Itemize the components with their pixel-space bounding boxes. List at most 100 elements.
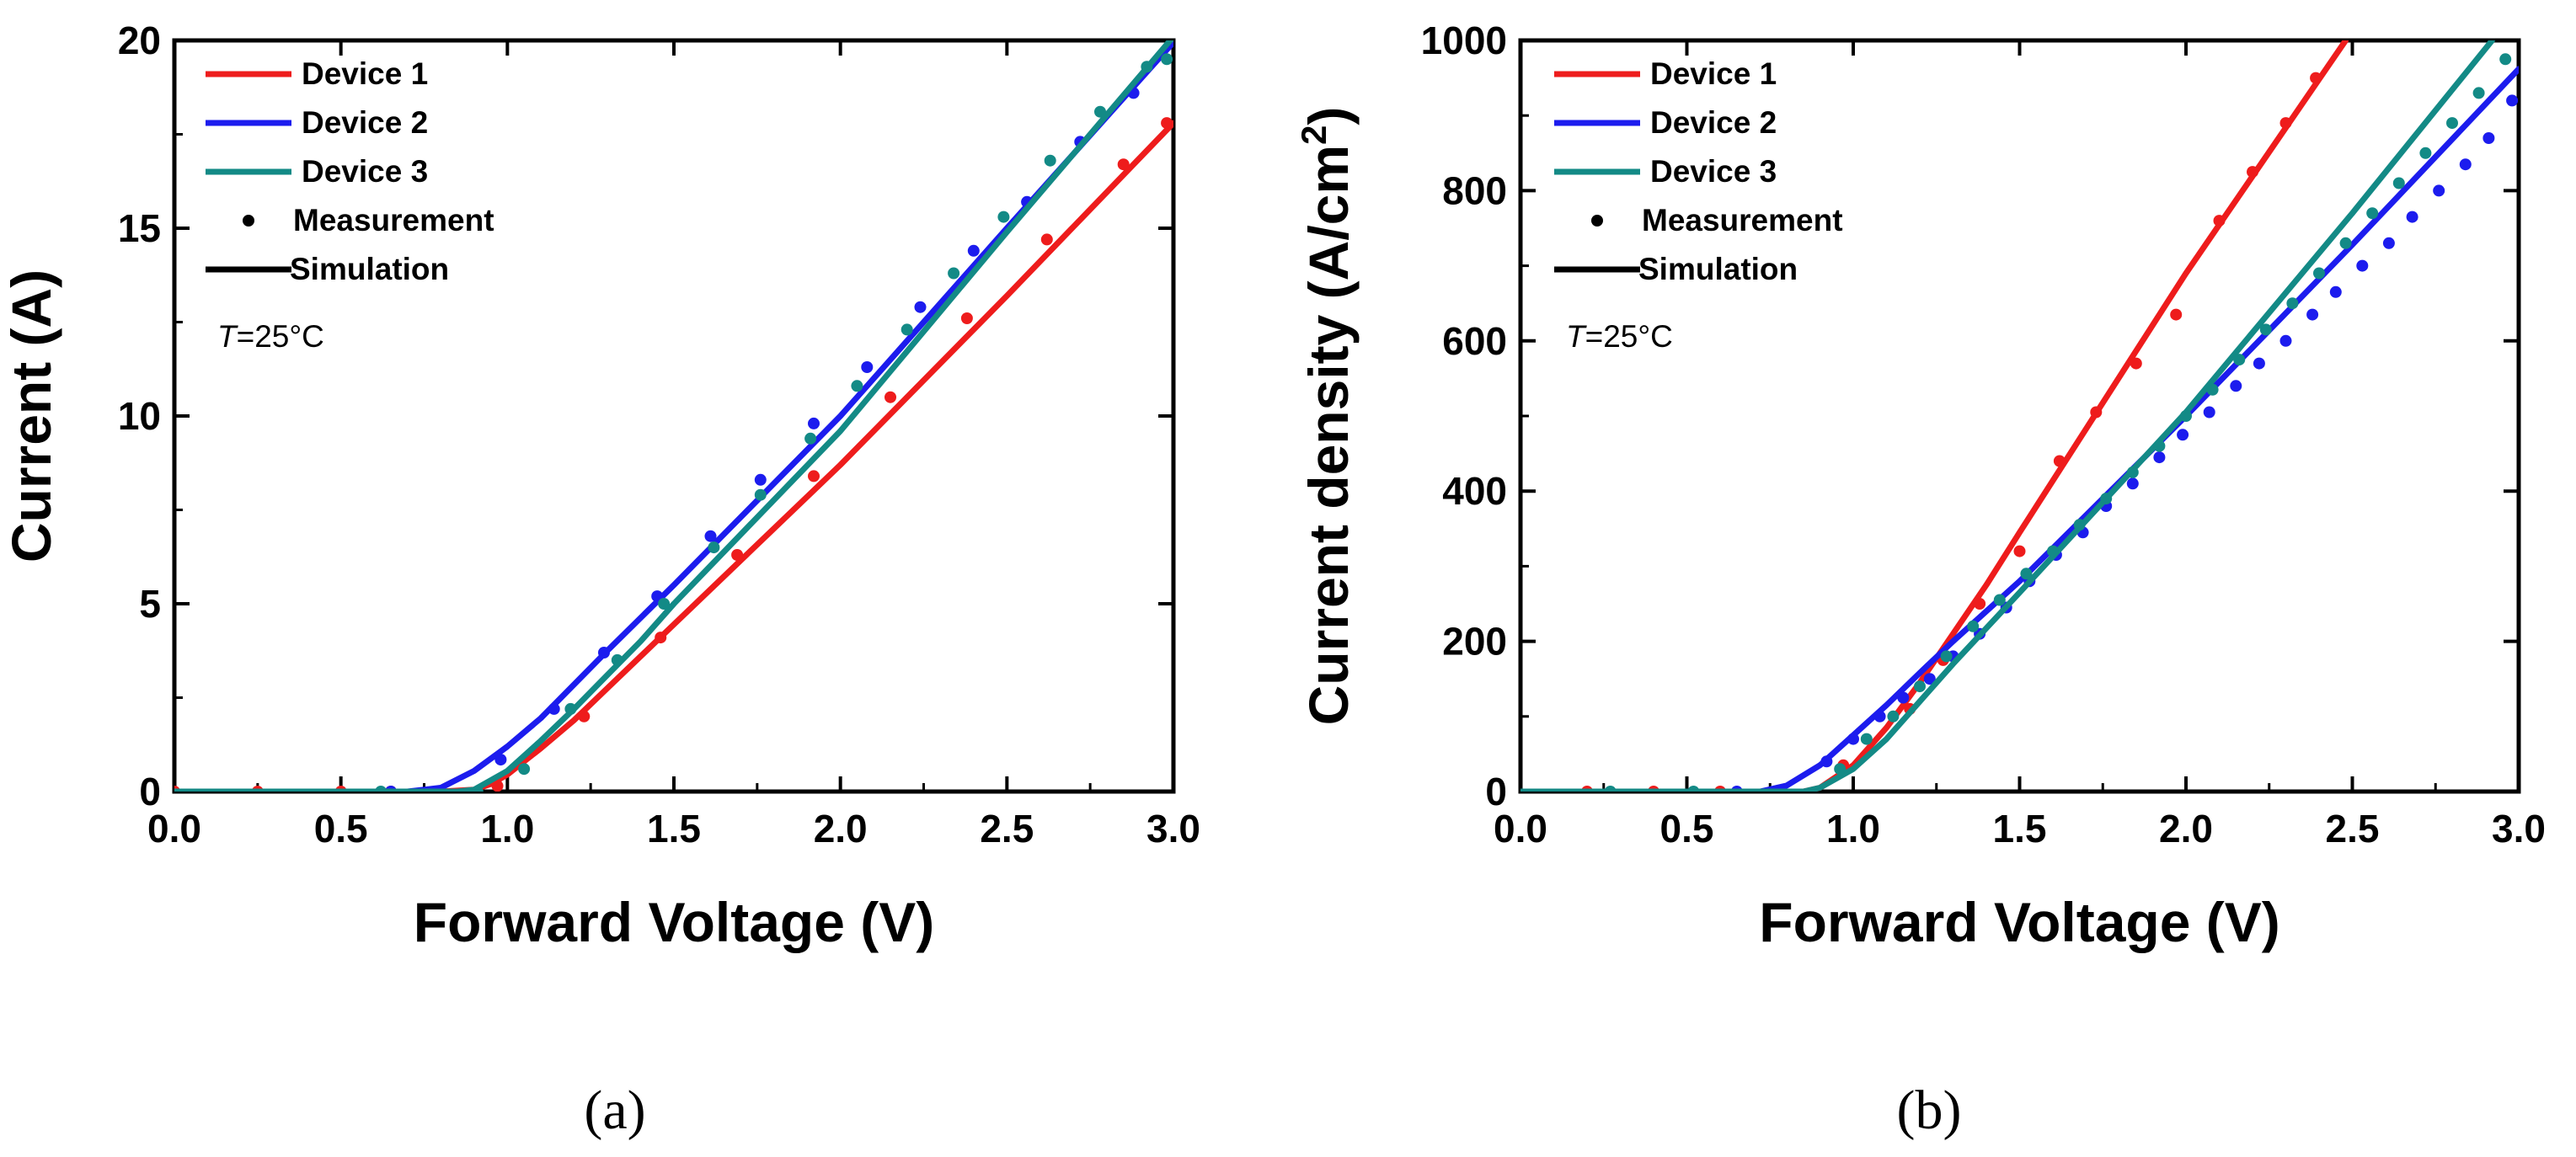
- chart2-device-1-measurement-point: [2247, 166, 2258, 179]
- chart1-device-3-measurement-point: [708, 541, 720, 554]
- chart1-x-tick-label: 2.0: [814, 807, 868, 850]
- chart1-legend-device-1-label: Device 1: [302, 56, 428, 91]
- chart2-device-1-measurement-point: [2279, 117, 2292, 130]
- chart2-device-2-measurement-point: [1820, 755, 1833, 768]
- chart2: 0.0 0.5 1.0 1.5 2.0 2.5 3.0 0 200 400 600 800 1000 Fo…: [1294, 19, 2546, 1141]
- chart2-device-2-measurement-point: [2253, 357, 2265, 370]
- chart2-x-tick-label: 1.5: [1993, 807, 2047, 850]
- chart1-device-1-measurement-point: [655, 632, 667, 644]
- chart1-device-3-measurement-point: [375, 786, 387, 792]
- chart1-x-tick-label: 0.5: [314, 807, 368, 850]
- chart2-device-2-measurement-point: [2459, 158, 2472, 171]
- chart2-device-3-measurement-point: [2259, 323, 2272, 336]
- chart1-device-2-measurement-point: [808, 417, 820, 429]
- chart1-x-tick-label: 1.0: [480, 807, 534, 850]
- chart2-temperature-annotation: T=25°C: [1566, 319, 1673, 354]
- chart1-device-1-measurement-point: [884, 391, 896, 403]
- chart1-device-3-measurement-point: [1044, 154, 1056, 167]
- chart1-device-1-measurement-point: [808, 470, 820, 483]
- chart1-y-tick-label: 5: [139, 582, 161, 626]
- chart1-legend-device-3-label: Device 3: [302, 154, 428, 189]
- chart1: 0.0 0.5 1.0 1.5 2.0 2.5 3.0 0 5 10 15 20 Forward Vol…: [0, 19, 1200, 1141]
- chart2-x-tick-label: 3.0: [2492, 807, 2546, 850]
- chart2-device-3-simulation-line: [1520, 40, 2495, 792]
- chart2-device-2-measurement-point: [1923, 673, 1936, 685]
- chart2-device-1-measurement-point: [2170, 308, 2183, 321]
- chart2-device-3-measurement-point: [2339, 237, 2352, 249]
- chart2-x-tick-label: 2.5: [2326, 807, 2380, 850]
- chart2-device-3-measurement-point: [2499, 53, 2512, 66]
- chart1-y-tick-label: 20: [118, 19, 161, 62]
- chart2-device-2-measurement-point: [2177, 429, 2189, 441]
- chart2-caption: (b): [1897, 1080, 1962, 1141]
- chart2-device-3-measurement-point: [1887, 710, 1900, 722]
- chart2-device-2-measurement-point: [1873, 710, 1886, 722]
- chart1-data: [174, 40, 1173, 792]
- chart1-device-3-measurement-point: [471, 786, 484, 792]
- chart1-device-3-measurement-point: [658, 598, 671, 610]
- chart2-device-3-measurement-point: [2073, 519, 2086, 531]
- chart2-legend-device-2-label: Device 2: [1650, 105, 1777, 140]
- chart1-device-2-measurement-point: [704, 530, 717, 542]
- chart1-device-2-measurement-point: [914, 301, 927, 313]
- chart2-temperature-annotation-symbol: T: [1566, 319, 1587, 354]
- chart2-device-3-measurement-point: [2446, 117, 2458, 130]
- chart1-device-2-measurement-point: [598, 647, 610, 658]
- chart1-device-3-simulation-line: [174, 40, 1173, 792]
- chart2-y-tick-label: 0: [1485, 770, 1507, 813]
- chart2-device-2-measurement-point: [2356, 259, 2369, 272]
- chart2-y-tick-label: 800: [1442, 168, 1507, 212]
- chart2-device-1-measurement-point: [2090, 406, 2103, 419]
- chart2-device-2-measurement-point: [2126, 477, 2139, 490]
- chart2-device-3-measurement-point: [2233, 354, 2246, 366]
- chart2-device-3-measurement-point: [2286, 297, 2299, 310]
- chart2-device-2-measurement-point: [2406, 211, 2418, 223]
- chart2-y-tick-label: 1000: [1421, 19, 1507, 62]
- chart2-device-1-measurement-point: [2130, 357, 2142, 370]
- chart2-device-2-measurement-point: [2230, 380, 2242, 392]
- chart1-device-1-measurement-point: [731, 549, 744, 561]
- chart2-device-3-measurement-point: [2126, 466, 2139, 478]
- chart2-device-1-measurement-point: [2310, 72, 2322, 84]
- chart1-device-1-measurement-point: [491, 780, 504, 792]
- chart1-legend-simulation-label: Simulation: [290, 252, 449, 286]
- chart2-device-3-measurement-point: [2153, 440, 2166, 452]
- chart1-legend-device-2-label: Device 2: [302, 105, 428, 140]
- chart2-device-1-measurement-point: [1974, 598, 1986, 610]
- chart1-x-tick-label: 0.0: [147, 807, 201, 850]
- chart1-device-2-simulation-line: [174, 40, 1173, 792]
- chart1-device-1-measurement-point: [960, 312, 973, 324]
- chart2-device-3-measurement-point: [2472, 87, 2485, 99]
- chart1-device-3-measurement-point: [948, 267, 960, 280]
- chart1-y-tick-label: 0: [139, 770, 161, 813]
- chart2-x-axis-title: Forward Voltage (V): [1759, 891, 2280, 953]
- chart2-device-1-measurement-point: [2213, 215, 2226, 227]
- chart2-device-2-measurement-point: [2153, 451, 2166, 464]
- chart2-device-3-measurement-point: [1860, 733, 1873, 745]
- chart1-device-3-measurement-point: [804, 432, 817, 445]
- chart2-device-3-measurement-point: [2392, 177, 2405, 189]
- chart2-device-2-measurement-point: [2329, 285, 2342, 298]
- chart2-y-axis-title: Current density (A/cm2): [1294, 107, 1360, 726]
- chart2-device-2-measurement-point: [2506, 94, 2519, 107]
- chart1-caption: (a): [584, 1080, 645, 1141]
- chart2-y-axis-title-sup: 2: [1294, 125, 1333, 145]
- chart2-device-2-measurement-point: [2279, 334, 2292, 347]
- chart1-y-axis-title: Current (A): [0, 269, 62, 563]
- chart1-y-axis-title-main: Current (A): [0, 269, 62, 563]
- chart1-x-tick-label: 3.0: [1146, 807, 1200, 850]
- chart2-device-3-measurement-point: [2180, 410, 2192, 422]
- chart1-y-tick-label: 10: [118, 394, 161, 438]
- chart2-device-3-measurement-point: [2047, 545, 2059, 557]
- chart1-plot-frame: [172, 38, 1176, 794]
- chart2-device-2-measurement-point: [1847, 733, 1859, 745]
- chart2-device-3-measurement-point: [2206, 383, 2219, 396]
- chart2-device-3-measurement-point: [2419, 147, 2432, 159]
- chart2-device-3-measurement-point: [2020, 568, 2033, 580]
- chart2-y-tick-label: 600: [1442, 319, 1507, 363]
- chart2-device-3-measurement-point: [2366, 207, 2379, 220]
- chart2-device-1-measurement-point: [2053, 455, 2066, 467]
- chart2-y-tick-label: 200: [1442, 620, 1507, 664]
- chart2-device-3-measurement-point: [1967, 620, 1980, 632]
